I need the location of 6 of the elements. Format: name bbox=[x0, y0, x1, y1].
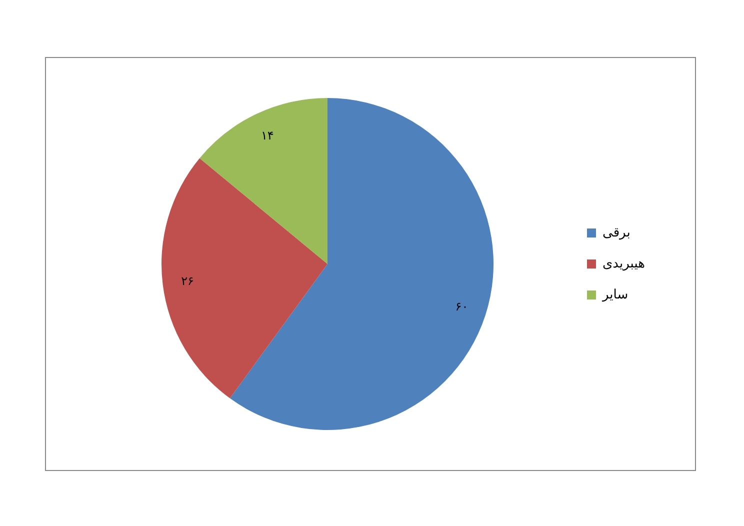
legend-label: برقی bbox=[602, 225, 630, 240]
data-label: ۶۰ bbox=[455, 300, 468, 314]
data-label: ۲۶ bbox=[181, 274, 194, 288]
legend-label: هیبریدی bbox=[602, 256, 646, 272]
legend-label: سایر bbox=[602, 287, 628, 302]
data-label: ۱۴ bbox=[260, 128, 274, 142]
